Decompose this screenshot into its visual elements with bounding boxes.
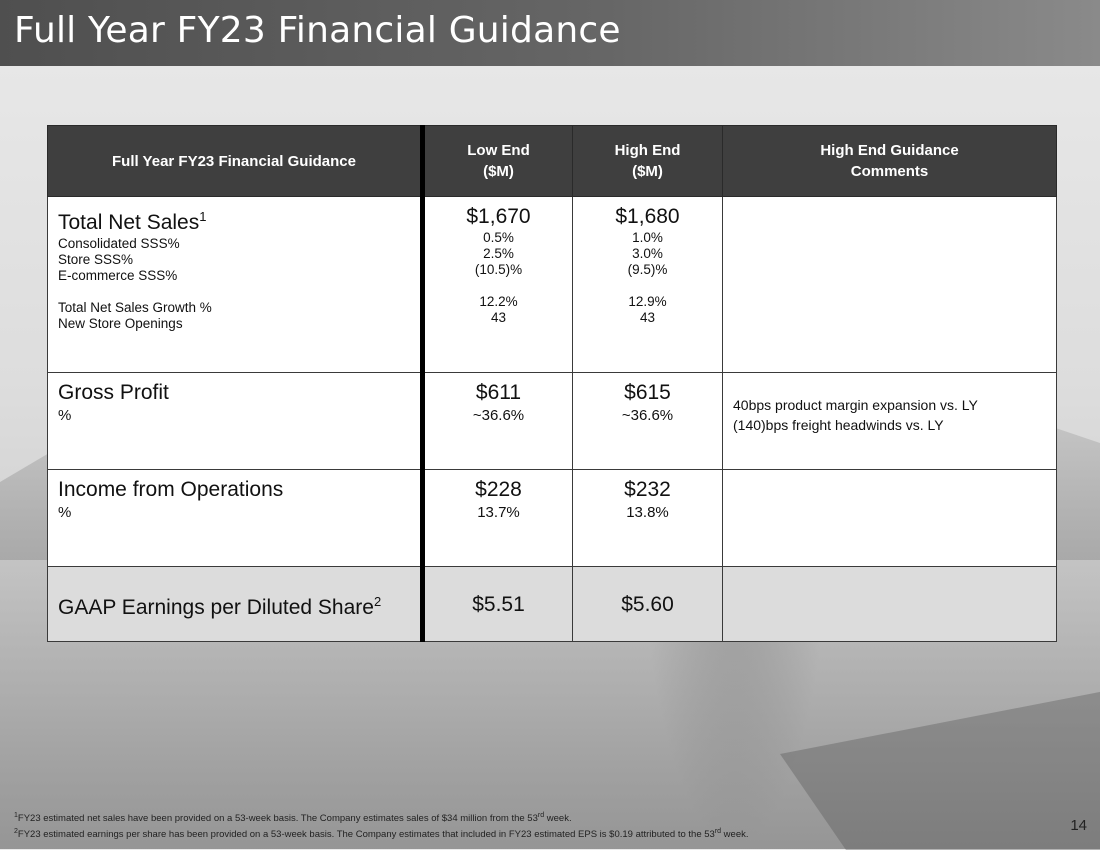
footnote-1: 1FY23 estimated net sales have been prov… bbox=[14, 812, 572, 825]
income-ops-low-cell: $228 13.7% bbox=[422, 469, 573, 567]
eps-high: $5.60 bbox=[621, 592, 674, 616]
sales-footnote-mark: 1 bbox=[199, 209, 207, 224]
store-openings-high: 43 bbox=[639, 310, 656, 325]
consolidated-low: 0.5% bbox=[483, 230, 514, 245]
eps-footnote-mark: 2 bbox=[373, 593, 382, 609]
table-header-row: Full Year FY23 Financial Guidance Low En… bbox=[47, 125, 1057, 197]
page-number: 14 bbox=[1070, 817, 1087, 834]
sales-comment-cell bbox=[722, 196, 1057, 373]
gross-profit-comment-1: 40bps product margin expansion vs. LY bbox=[733, 397, 978, 413]
sales-label-cell: Total Net Sales1 Consolidated SSS% Store… bbox=[47, 196, 425, 373]
sales-sub-store: Store SSS% bbox=[58, 252, 134, 267]
sales-sub-growth: Total Net Sales Growth % bbox=[58, 300, 212, 315]
store-high: 3.0% bbox=[632, 246, 663, 261]
header-comment-line1: High End Guidance bbox=[820, 142, 959, 159]
growth-low: 12.2% bbox=[479, 294, 518, 309]
gross-profit-low-pct: ~36.6% bbox=[472, 407, 525, 424]
guidance-table: Full Year FY23 Financial Guidance Low En… bbox=[47, 125, 1057, 642]
income-ops-pct-label: % bbox=[58, 504, 72, 521]
income-ops-low: $228 bbox=[475, 478, 522, 501]
gross-profit-high: $615 bbox=[624, 381, 671, 404]
gross-profit-low: $611 bbox=[475, 381, 522, 404]
income-ops-high-pct: 13.8% bbox=[626, 504, 669, 521]
header-high-line2: ($M) bbox=[632, 163, 663, 180]
consolidated-high: 1.0% bbox=[632, 230, 663, 245]
header-comments: High End Guidance Comments bbox=[722, 125, 1057, 197]
eps-low-cell: $5.51 bbox=[422, 566, 573, 642]
sales-low-cell: $1,670 0.5% 2.5% (10.5)% 12.2% 43 bbox=[422, 196, 573, 373]
header-low-line2: ($M) bbox=[483, 163, 514, 180]
table-row-income-from-operations: Income from Operations % $228 13.7% $232… bbox=[47, 469, 1057, 567]
income-ops-comment-cell bbox=[722, 469, 1057, 567]
store-openings-low: 43 bbox=[490, 310, 507, 325]
sales-sub-store-openings: New Store Openings bbox=[58, 316, 183, 331]
slide-title: Full Year FY23 Financial Guidance bbox=[14, 10, 621, 51]
ecommerce-high: (9.5)% bbox=[627, 262, 668, 277]
gross-profit-title: Gross Profit bbox=[58, 381, 169, 404]
sales-high-value: $1,680 bbox=[615, 205, 680, 228]
sales-low-value: $1,670 bbox=[466, 205, 531, 228]
income-ops-low-pct: 13.7% bbox=[477, 504, 520, 521]
income-ops-high-cell: $232 13.8% bbox=[572, 469, 723, 567]
table-row-gaap-eps: GAAP Earnings per Diluted Share2 $5.51 $… bbox=[47, 566, 1057, 642]
eps-comment-cell bbox=[722, 566, 1057, 642]
sales-high-cell: $1,680 1.0% 3.0% (9.5)% 12.9% 43 bbox=[572, 196, 723, 373]
gross-profit-pct-label: % bbox=[58, 407, 72, 424]
header-high-line1: High End bbox=[614, 142, 681, 159]
gross-profit-high-pct: ~36.6% bbox=[621, 407, 674, 424]
gross-profit-label-cell: Gross Profit % bbox=[47, 372, 425, 470]
eps-label-cell: GAAP Earnings per Diluted Share2 bbox=[47, 566, 425, 642]
footnotes: 1FY23 estimated net sales have been prov… bbox=[14, 809, 1014, 841]
header-low-line1: Low End bbox=[467, 142, 530, 159]
store-low: 2.5% bbox=[483, 246, 514, 261]
header-low-end: Low End ($M) bbox=[422, 125, 573, 197]
sales-sub-ecommerce: E-commerce SSS% bbox=[58, 268, 178, 283]
gross-profit-comment-cell: 40bps product margin expansion vs. LY (1… bbox=[722, 372, 1057, 470]
sales-sub-consolidated: Consolidated SSS% bbox=[58, 236, 180, 251]
income-ops-high: $232 bbox=[624, 478, 671, 501]
eps-title: GAAP Earnings per Diluted Share2 bbox=[58, 593, 382, 619]
eps-high-cell: $5.60 bbox=[572, 566, 723, 642]
income-ops-label-cell: Income from Operations % bbox=[47, 469, 425, 567]
title-bar: Full Year FY23 Financial Guidance bbox=[0, 0, 1100, 66]
gross-profit-low-cell: $611 ~36.6% bbox=[422, 372, 573, 470]
header-high-end: High End ($M) bbox=[572, 125, 723, 197]
header-comment-line2: Comments bbox=[850, 163, 929, 180]
income-ops-title: Income from Operations bbox=[58, 478, 284, 501]
gross-profit-high-cell: $615 ~36.6% bbox=[572, 372, 723, 470]
ecommerce-low: (10.5)% bbox=[474, 262, 523, 277]
eps-low: $5.51 bbox=[472, 592, 525, 616]
sales-title: Total Net Sales1 bbox=[58, 209, 207, 234]
table-row-gross-profit: Gross Profit % $611 ~36.6% $615 ~36.6% 4… bbox=[47, 372, 1057, 470]
header-label: Full Year FY23 Financial Guidance bbox=[47, 125, 425, 197]
growth-high: 12.9% bbox=[628, 294, 667, 309]
table-row-total-net-sales: Total Net Sales1 Consolidated SSS% Store… bbox=[47, 196, 1057, 373]
gross-profit-comment-2: (140)bps freight headwinds vs. LY bbox=[733, 417, 944, 433]
footnote-2: 2FY23 estimated earnings per share has b… bbox=[14, 828, 749, 841]
